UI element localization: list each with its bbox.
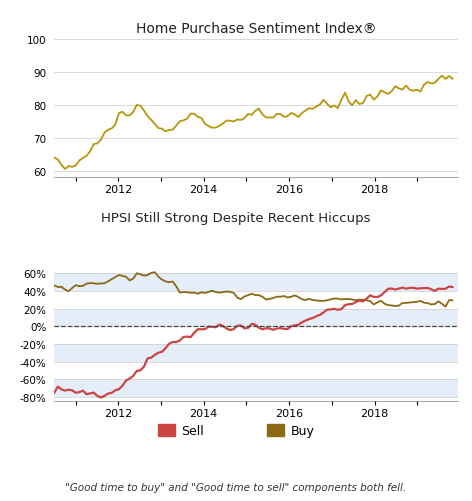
Legend: Sell, Buy: Sell, Buy bbox=[152, 419, 320, 442]
Text: HPSI Still Strong Despite Recent Hiccups: HPSI Still Strong Despite Recent Hiccups bbox=[101, 211, 371, 224]
Bar bbox=[54, 380, 458, 397]
Bar bbox=[54, 309, 458, 327]
Text: "Good time to buy" and "Good time to sell" components both fell.: "Good time to buy" and "Good time to sel… bbox=[66, 482, 406, 492]
Title: Home Purchase Sentiment Index®: Home Purchase Sentiment Index® bbox=[136, 22, 376, 36]
Bar bbox=[54, 344, 458, 362]
Bar bbox=[54, 274, 458, 292]
